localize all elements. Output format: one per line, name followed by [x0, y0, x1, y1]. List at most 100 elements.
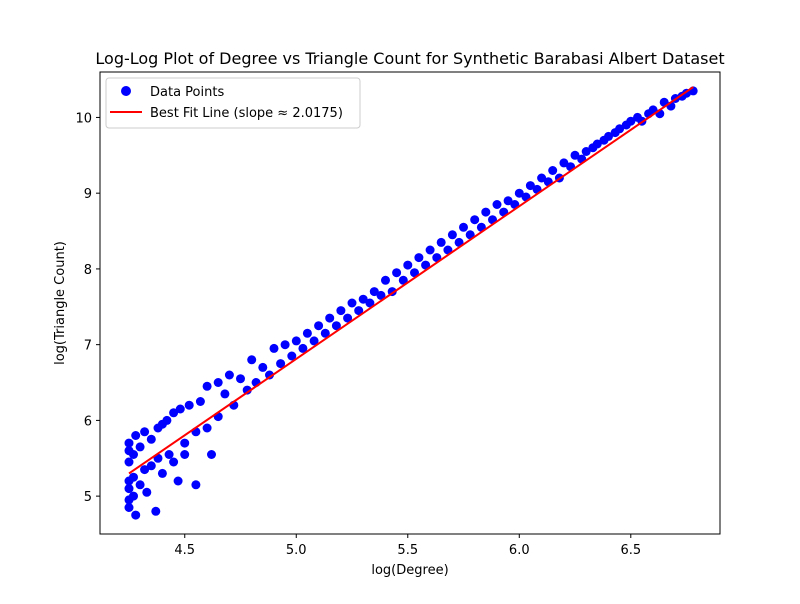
data-point — [410, 268, 419, 278]
x-tick-label: 4.5 — [174, 543, 195, 558]
data-point — [392, 268, 402, 278]
plot-area — [124, 86, 698, 520]
y-axis: 5 6 7 8 9 10 — [75, 111, 100, 505]
data-point — [287, 351, 297, 361]
data-point — [276, 359, 286, 369]
data-point — [447, 230, 457, 240]
data-point — [129, 450, 138, 459]
data-point — [169, 408, 179, 418]
data-point — [503, 196, 513, 206]
data-point — [180, 450, 190, 459]
data-point — [414, 253, 424, 263]
data-point — [131, 510, 141, 520]
data-point — [265, 370, 274, 380]
data-point — [135, 442, 145, 452]
data-point — [140, 427, 150, 437]
data-point — [164, 450, 174, 459]
legend-marker-data-points — [121, 86, 131, 96]
data-point — [470, 215, 480, 225]
data-point — [381, 275, 390, 285]
data-point — [291, 336, 301, 346]
data-point — [207, 450, 216, 459]
best-fit-line — [128, 86, 694, 475]
data-point — [443, 245, 453, 255]
x-axis: 4.5 5.0 5.5 6.0 6.5 — [174, 534, 641, 558]
data-point — [173, 476, 183, 486]
legend-label-data-points: Data Points — [150, 85, 224, 100]
data-point — [202, 381, 212, 391]
x-tick-label: 5.5 — [397, 543, 418, 558]
data-point — [298, 343, 308, 353]
chart-title: Log-Log Plot of Degree vs Triangle Count… — [95, 49, 724, 68]
data-point — [626, 116, 636, 126]
data-point — [129, 491, 138, 501]
data-point — [369, 287, 379, 297]
data-point — [365, 298, 375, 308]
data-point — [336, 306, 346, 316]
data-point — [581, 147, 591, 156]
data-point — [425, 245, 435, 255]
data-point — [376, 290, 386, 300]
data-point — [269, 343, 279, 353]
x-tick-label: 6.5 — [620, 543, 641, 558]
data-point — [514, 188, 524, 198]
data-point — [347, 298, 357, 308]
y-tick-label: 7 — [84, 339, 92, 354]
data-point — [175, 404, 185, 414]
data-point — [525, 181, 535, 191]
data-point — [247, 355, 257, 365]
data-point — [180, 438, 190, 448]
data-point — [162, 415, 172, 425]
data-point — [354, 306, 364, 316]
data-point — [124, 457, 134, 467]
data-point — [302, 328, 312, 338]
data-point — [169, 457, 179, 467]
data-point — [131, 431, 141, 440]
data-point — [258, 362, 268, 372]
legend-label-best-fit-line: Best Fit Line (slope ≈ 2.0175) — [150, 106, 343, 121]
data-point — [184, 400, 194, 410]
data-point — [570, 150, 580, 160]
data-point — [358, 294, 368, 304]
data-point — [331, 321, 341, 331]
data-point — [481, 207, 491, 217]
data-point — [142, 487, 152, 497]
data-point — [135, 480, 145, 490]
data-point — [129, 472, 138, 482]
data-point — [124, 503, 134, 512]
data-point — [604, 131, 613, 141]
data-point — [592, 139, 602, 149]
x-axis-label: log(Degree) — [371, 563, 448, 578]
x-tick-label: 6.0 — [509, 543, 530, 558]
data-point — [124, 484, 134, 494]
data-point — [492, 200, 502, 209]
data-point — [220, 389, 230, 399]
data-point — [224, 370, 234, 380]
data-point — [146, 434, 156, 444]
data-point — [559, 158, 569, 168]
data-point — [432, 253, 442, 263]
data-point — [236, 374, 245, 384]
legend: Data Points Best Fit Line (slope ≈ 2.017… — [105, 77, 361, 129]
data-point — [191, 480, 201, 490]
y-tick-label: 6 — [84, 414, 92, 429]
data-point — [615, 124, 625, 134]
data-point — [140, 465, 150, 475]
data-point — [403, 260, 413, 270]
axes-frame — [99, 71, 721, 535]
data-point — [151, 506, 161, 516]
data-point — [202, 423, 212, 433]
data-point — [309, 336, 319, 346]
data-point — [124, 438, 134, 448]
data-point — [314, 321, 324, 331]
data-point — [213, 378, 223, 387]
data-point — [537, 173, 547, 183]
data-point — [146, 461, 156, 471]
data-point — [421, 260, 431, 270]
data-point — [459, 222, 468, 232]
data-point — [436, 237, 446, 247]
x-tick-label: 5.0 — [286, 543, 307, 558]
y-tick-label: 9 — [84, 187, 92, 202]
data-point — [548, 166, 558, 175]
y-tick-label: 10 — [75, 111, 92, 126]
